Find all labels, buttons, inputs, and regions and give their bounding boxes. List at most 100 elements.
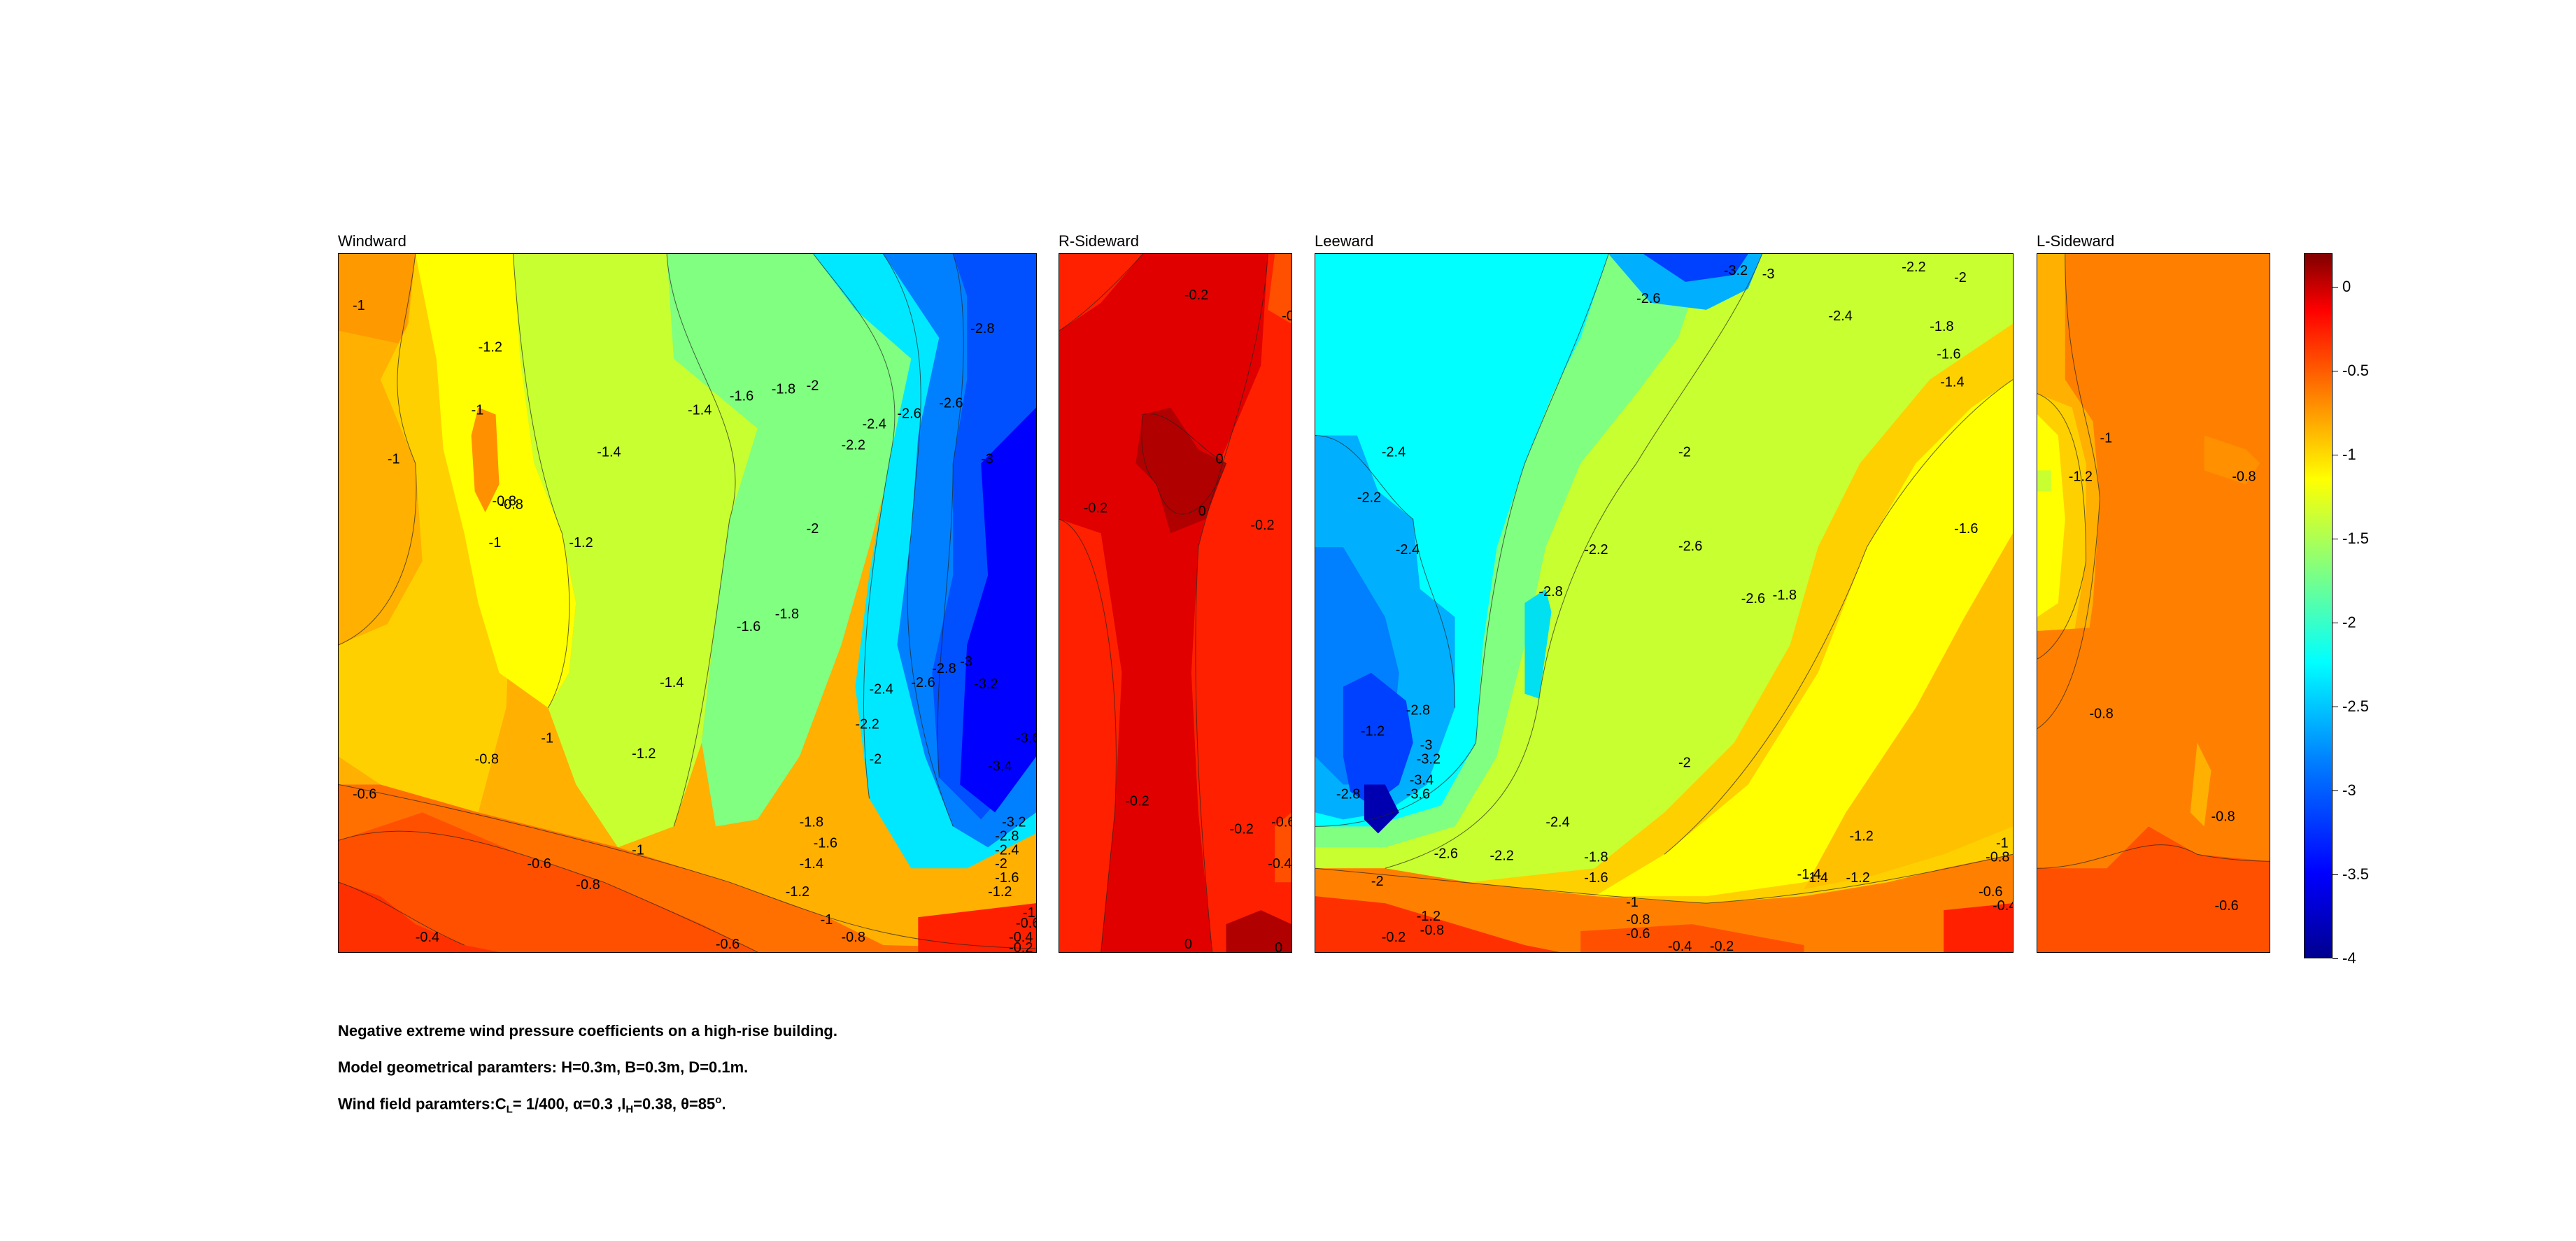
lsideward-contour-lines [2037,254,2270,869]
leeward-contour-label: -2.2 [1357,490,1381,505]
leeward-fill-navy [1364,784,1399,834]
windward-fill-orange-island [471,407,500,513]
windward-contour-label: -1.8 [772,382,795,397]
leeward-fill-yellow-orange [1804,533,2013,890]
leeward-contour-label: -1 [1626,895,1639,910]
colorbar-tick-label: -3.5 [2342,865,2369,883]
windward-contour-label: -1.2 [786,884,809,900]
rsideward-contour-label: -0.2 [1250,518,1274,533]
windward-contour-label: -1 [388,451,400,467]
leeward-contour-label: -2.6 [1678,539,1702,554]
caption-line-3-sub-l: L [506,1103,513,1116]
windward-contour-label: -1.8 [775,607,799,622]
windward-contour-label: -1.2 [988,884,1012,900]
leeward-contour-label: -1.8 [1584,849,1608,865]
leeward-contour-label: -2.6 [1741,591,1765,607]
lsideward-fill-redorange [2037,826,2270,952]
windward-contour-label: -3 [981,451,993,467]
windward-contour-label: -2 [995,856,1007,872]
windward-contour-label: -2.2 [856,717,879,732]
rsideward-contour-panel: -0.2 -0.4 0 -0.2 0 -0.2 -0.2 -0.2 -0.6 -0.4 0 0 [1059,253,1292,953]
windward-contour-label: -3.4 [988,759,1012,774]
colorbar-tick-label: -3 [2342,781,2356,799]
windward-contour-label: -3 [960,654,972,669]
colorbar-tick-mark [2333,874,2338,875]
leeward-contour-label: -1.4 [1797,867,1821,882]
leeward-contour-label: -3 [1420,738,1433,753]
leeward-contour-label: -0.2 [1382,930,1406,945]
windward-contour-label: -2.4 [869,682,893,697]
rsideward-fill-orange-top [1268,254,1291,324]
leeward-contour-label: -2.2 [1902,260,1925,275]
lsideward-fill-green-spot [2037,470,2051,492]
rsideward-fill-orange-right [1275,812,1291,883]
leeward-contour-label: -2.4 [1829,309,1853,324]
leeward-contour-label: -2.8 [1336,786,1360,802]
windward-fill-red-corner [918,903,1036,952]
leeward-contour-label: -2.8 [1406,703,1430,718]
windward-contour-label: -2 [807,378,819,394]
leeward-contour-label: -2.4 [1545,814,1569,830]
leeward-contour-label: -2.6 [1434,846,1458,861]
leeward-contour-label: -2.6 [1636,291,1660,306]
windward-contour-label: -1.4 [800,856,823,872]
colorbar-tick-label: -2.5 [2342,697,2369,715]
colorbar-tick-label: -0.5 [2342,362,2369,379]
leeward-contour-label: -1.4 [1804,870,1828,886]
rsideward-fill-darkred [1135,407,1226,534]
windward-contour-label: -0.4 [1009,930,1033,945]
leeward-contour-label: -3.6 [1406,786,1430,802]
leeward-fill-darkblue [1343,672,1413,806]
leeward-contour-label: -0.8 [1626,912,1650,928]
leeward-contour-panel: -3.2 -3 -2.2 -2 -2.6 -2.4 -1.8 -1.6 -1.4 -2.4 -2.2… [1315,253,2014,953]
leeward-fill-redorange-bottom [1580,924,1804,952]
windward-contour-labels: -1-1.2-1-1-0.8-1-1.4-1.2-1.4-1.6 -1.8 -2-2… [353,298,1036,952]
caption-line-3-tail: . [721,1095,726,1113]
lsideward-contour-label: -1.2 [2069,469,2093,484]
panel-title-windward: Windward [338,232,406,250]
panel-title-rsideward: R-Sideward [1059,232,1139,250]
rsideward-contour-label: -0.2 [1230,821,1254,837]
caption-line-3-prefix: Wind field paramters:C [338,1095,507,1113]
leeward-fill-red-corner [1944,903,2013,952]
windward-contour-label: -1.4 [597,444,621,460]
panel-title-leeward: Leeward [1315,232,1374,250]
leeward-contour-plot: -3.2 -3 -2.2-2-2.6-2.4-1.8-1.6-1.4-2.4-2.2… [1315,254,2013,952]
caption-line-3-end: =0.38, θ=85 [633,1095,716,1113]
leeward-contour-label: -0.8 [1986,849,2009,865]
windward-contour-label: -1.2 [569,535,593,551]
lsideward-fill-yellow [2037,414,2065,617]
rsideward-contour-plot: -0.2 -0.4 0 -0.2 0 -0.2 -0.2 -0.2 -0.6 -0.4 0 0 [1059,254,1291,952]
leeward-contour-label: -3.4 [1410,772,1434,788]
windward-fill-redorange [339,812,758,952]
windward-contour-label: -0.4 [416,930,439,945]
leeward-contour-label: -2 [1954,270,1967,285]
leeward-contour-label: -1 [1996,835,2009,851]
windward-contour-plot: -1-1.2-1-1-0.8-1-1.4-1.2-1.4-1.6 -1.8 -2-2… [339,254,1036,952]
leeward-contour-label: -2.4 [1382,444,1406,460]
leeward-contour-labels: -3.2 -3 -2.2-2-2.6-2.4-1.8-1.6-1.4-2.4-2.2… [1336,260,2013,952]
leeward-contour-label: -0.8 [1420,923,1444,938]
leeward-contour-label: -3.2 [1417,752,1441,767]
lsideward-contour-label: -0.8 [2211,809,2235,824]
rsideward-fill-red [1059,254,1268,952]
lsideward-contour-panel: -1 -1.2 -0.8 -0.8 -0.8 -0.6 [2037,253,2270,953]
windward-fill-green [667,254,954,827]
windward-contour-label: -0.8 [493,493,516,509]
windward-contour-label: -3.2 [974,676,998,692]
windward-contour-label: -1.6 [737,619,760,634]
windward-contour-label: -0.8 [842,930,865,945]
leeward-contour-label: -0.4 [1668,939,1692,952]
colorbar [2304,253,2333,958]
caption-line-3-sup-o: o [715,1094,722,1106]
colorbar-tick-label: 0 [2342,278,2351,295]
windward-contour-label: -3.2 [1002,814,1026,830]
leeward-fill-top-darkblue [1643,254,1748,282]
lsideward-contour-label: -1 [2100,430,2112,446]
windward-contour-label: -0.8 [475,752,499,767]
leeward-fill-orange-bottom [1315,854,2013,952]
windward-contour-label: -1.4 [660,675,684,690]
windward-contour-label: -0.6 [353,786,376,802]
leeward-contour-label: -0.6 [1979,884,2002,900]
windward-contour-label: -1.6 [814,835,837,851]
